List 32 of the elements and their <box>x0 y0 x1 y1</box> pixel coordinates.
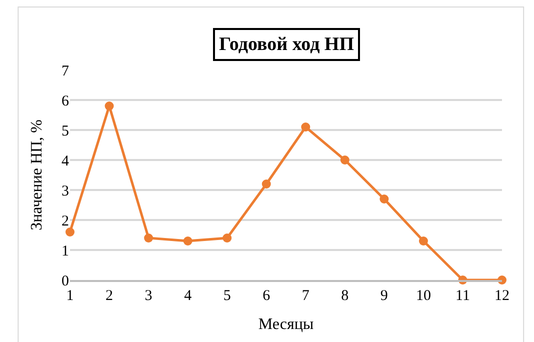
x-tick-label: 3 <box>144 288 152 304</box>
x-tick-label: 10 <box>416 288 431 304</box>
y-tick-label: 7 <box>62 63 70 80</box>
x-axis-title: Месяцы <box>258 316 314 333</box>
x-tick-label: 8 <box>341 288 349 304</box>
y-tick-label: 6 <box>62 93 70 110</box>
point <box>144 234 154 242</box>
x-tick-label: 7 <box>302 288 310 304</box>
x-tick-label: 12 <box>494 288 510 304</box>
point <box>104 102 114 110</box>
point <box>340 156 350 164</box>
point <box>66 228 74 236</box>
x-tick-label: 11 <box>456 288 470 304</box>
y-tick-label: 0 <box>62 273 69 290</box>
y-tick-label: 4 <box>62 153 70 170</box>
point <box>183 236 192 246</box>
y-tick-label: 5 <box>62 123 69 140</box>
y-tick-label: 3 <box>62 183 69 200</box>
y-tick-label: 1 <box>62 243 69 260</box>
chart-title: Годовой ход НП <box>219 34 354 55</box>
y-tick-label: 2 <box>62 213 69 230</box>
x-tick-label: 6 <box>262 288 271 304</box>
y-axis-title: Значение НП, % <box>28 120 46 230</box>
point <box>222 234 232 242</box>
x-tick-label: 4 <box>184 288 192 304</box>
point <box>380 194 389 204</box>
point <box>418 236 428 246</box>
point <box>301 122 310 132</box>
x-tick-label: 2 <box>106 288 114 304</box>
point <box>262 180 271 188</box>
x-tick-label: 5 <box>223 288 231 304</box>
x-tick-label: 9 <box>380 288 388 304</box>
